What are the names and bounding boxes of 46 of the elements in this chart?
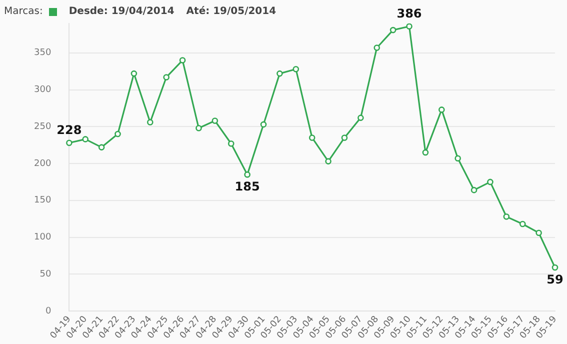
- point: [374, 44, 380, 51]
- point: [308, 134, 316, 141]
- point: [536, 230, 542, 236]
- data-label: 386: [396, 6, 422, 20]
- point: [212, 118, 218, 124]
- y-tick-label: 300: [34, 85, 52, 96]
- y-tick-label: 100: [34, 232, 52, 243]
- point: [552, 264, 558, 271]
- point: [454, 155, 461, 162]
- data-label: 185: [234, 180, 260, 194]
- point: [66, 140, 72, 146]
- y-tick-label: 350: [34, 48, 52, 58]
- point: [358, 114, 364, 121]
- point: [196, 124, 202, 132]
- y-tick-label: 150: [34, 196, 52, 206]
- point: [163, 74, 170, 80]
- point: [260, 121, 267, 128]
- y-tick-label: 200: [34, 158, 52, 169]
- point: [82, 136, 89, 142]
- point: [390, 26, 396, 34]
- text: Até: 19/05/2014: [186, 6, 276, 17]
- point: [503, 213, 510, 220]
- legend-title: Marcas:: [4, 6, 43, 17]
- data-label: 228: [56, 123, 82, 137]
- point: [98, 144, 105, 150]
- point: [470, 186, 478, 194]
- y-tick-label: 250: [34, 122, 52, 132]
- point: [406, 23, 412, 30]
- y-tick-label: 50: [40, 269, 52, 280]
- point: [292, 66, 300, 72]
- point: [147, 119, 154, 126]
- text: Desde: 19/04/2014: [68, 6, 174, 17]
- point: [438, 106, 445, 113]
- point: [519, 220, 526, 228]
- point: [487, 178, 494, 186]
- point: [276, 70, 283, 77]
- data-label: 59: [546, 272, 564, 287]
- point: [179, 57, 186, 64]
- y-tick-label: 0: [45, 306, 52, 316]
- point: [114, 130, 121, 138]
- point: [228, 140, 234, 147]
- point: [325, 158, 332, 164]
- point: [130, 70, 138, 77]
- point: [341, 134, 348, 141]
- point: [422, 149, 429, 156]
- point: [244, 171, 250, 178]
